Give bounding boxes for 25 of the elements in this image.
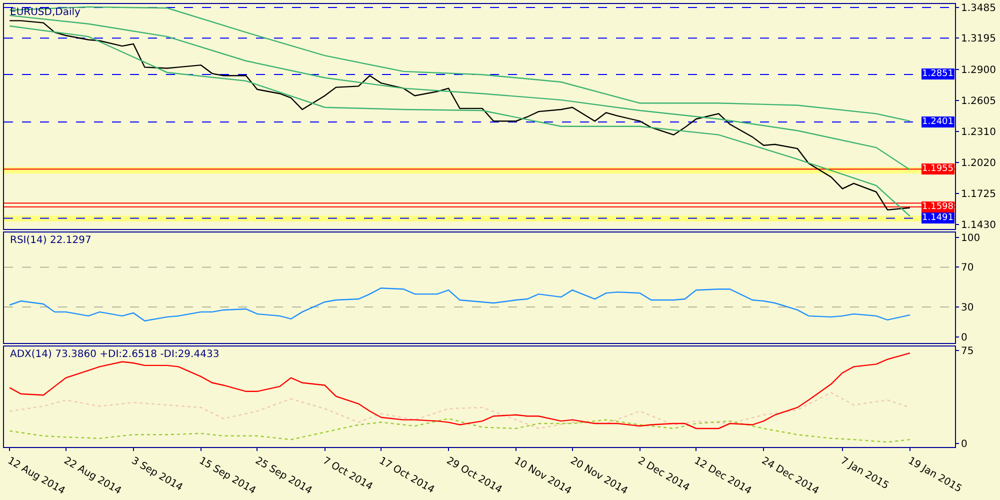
line-series: [9, 288, 911, 322]
ref-line-label: 1.2401: [922, 117, 954, 127]
line-series: [9, 6, 911, 122]
y-tick-label: 100: [961, 232, 980, 244]
chart-title: RSI(14) 22.1297: [10, 235, 92, 246]
y-tick-label: 70: [961, 262, 974, 274]
y-tick-label: 1.1725: [961, 188, 996, 200]
y-tick-label: 1.2605: [961, 96, 996, 107]
line-series: [9, 418, 911, 443]
chart-title: ADX(14) 73.3860 +DI:2.6518 -DI:29.4433: [10, 349, 220, 360]
y-tick-label: 30: [961, 302, 974, 314]
ref-line-label: 1.1491: [922, 213, 954, 223]
y-tick-label: 1.2310: [961, 127, 996, 138]
y-tick-label: 0: [961, 438, 968, 450]
y-tick-label: 1.1430: [961, 220, 996, 232]
y-tick-label: 1.3195: [961, 34, 996, 45]
y-tick-label: 1.2020: [961, 158, 996, 169]
chart-title: EURUSD,Daily: [10, 7, 81, 18]
ref-line-label: 1.1955: [922, 164, 954, 174]
ref-line-label: 1.2851: [922, 69, 954, 79]
y-tick-label: 1.3485: [961, 2, 996, 14]
y-tick-label: 1.2900: [961, 64, 996, 76]
ref-line-label: 1.1598: [922, 202, 954, 212]
y-tick-label: 75: [961, 346, 974, 358]
y-tick-label: 0: [961, 332, 968, 344]
